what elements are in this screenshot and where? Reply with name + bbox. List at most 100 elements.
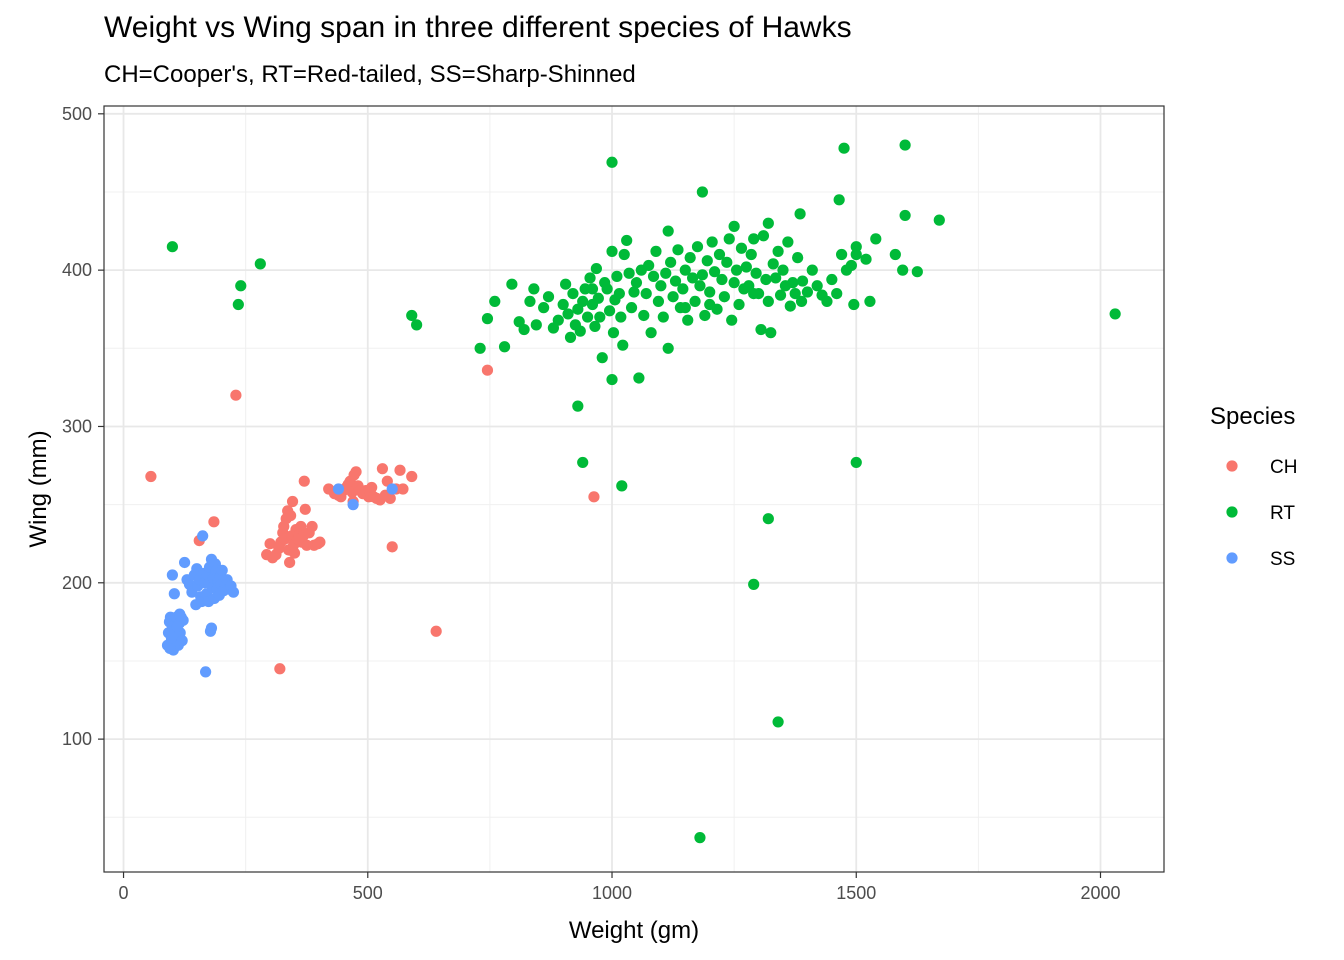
point-rt xyxy=(933,214,945,226)
point-rt xyxy=(630,277,643,289)
x-tick-label: 500 xyxy=(353,883,383,903)
point-ch xyxy=(145,470,157,483)
legend-label-rt: RT xyxy=(1270,503,1295,524)
point-rt xyxy=(760,273,772,286)
point-ch xyxy=(430,625,442,637)
point-rt xyxy=(740,261,752,273)
x-tick-label: 1000 xyxy=(592,883,632,903)
point-ch xyxy=(350,466,362,478)
point-rt xyxy=(481,313,494,325)
point-rt xyxy=(538,302,550,314)
point-rt xyxy=(757,230,770,242)
point-rt xyxy=(845,259,857,272)
point-rt xyxy=(590,262,602,275)
point-ch xyxy=(397,483,409,495)
point-rt xyxy=(696,269,708,281)
y-tick-label: 300 xyxy=(62,416,92,436)
point-rt xyxy=(694,832,706,844)
point-rt xyxy=(694,280,706,292)
legend-key-ch xyxy=(1226,460,1238,472)
point-ss xyxy=(164,642,176,655)
point-rt xyxy=(833,194,845,206)
legend: Species CH RT SS xyxy=(1210,403,1297,570)
point-rt xyxy=(699,309,711,322)
axis-layer: 0 500 1000 1500 2000 100 200 300 400 500 xyxy=(62,104,1121,903)
point-rt xyxy=(838,142,850,154)
point-rt xyxy=(615,311,627,323)
point-ch xyxy=(588,491,600,503)
point-rt xyxy=(606,373,618,386)
point-ss xyxy=(176,635,188,647)
point-ch xyxy=(292,533,305,545)
point-rt xyxy=(831,287,843,300)
point-rt xyxy=(657,311,669,323)
point-rt xyxy=(592,292,604,304)
point-ch xyxy=(274,663,286,675)
point-rt xyxy=(682,314,694,326)
point-rt xyxy=(704,298,716,311)
point-rt xyxy=(792,252,804,264)
point-rt xyxy=(625,302,638,314)
point-rt xyxy=(528,283,540,295)
point-rt xyxy=(489,295,501,308)
point-rt xyxy=(530,319,542,331)
point-rt xyxy=(772,716,784,728)
point-rt xyxy=(560,278,572,290)
point-rt xyxy=(899,209,911,222)
point-ch xyxy=(306,520,318,533)
point-rt xyxy=(811,280,823,292)
point-rt xyxy=(589,320,601,333)
point-rt xyxy=(617,339,629,351)
point-rt xyxy=(826,273,838,286)
point-rt xyxy=(662,342,674,354)
y-tick-label: 100 xyxy=(62,729,92,749)
point-rt xyxy=(562,308,574,320)
point-rt xyxy=(669,275,682,287)
point-ss xyxy=(171,620,183,633)
point-rt xyxy=(611,270,623,282)
point-rt xyxy=(232,298,244,311)
y-tick-label: 400 xyxy=(62,260,92,280)
y-axis-title: Wing (mm) xyxy=(25,430,52,547)
point-ss xyxy=(216,564,228,576)
point-rt xyxy=(795,295,808,308)
point-rt xyxy=(762,217,774,229)
point-ch xyxy=(366,481,378,494)
point-rt xyxy=(850,241,862,253)
point-rt xyxy=(655,280,667,292)
point-ss xyxy=(205,622,218,634)
legend-key-rt xyxy=(1226,506,1238,518)
point-rt xyxy=(607,327,620,339)
point-ch xyxy=(298,475,310,487)
point-ch xyxy=(394,464,406,476)
point-rt xyxy=(718,291,730,303)
point-rt xyxy=(796,275,809,287)
point-rt xyxy=(633,372,645,384)
point-rt xyxy=(750,267,762,279)
point-rt xyxy=(911,266,923,278)
y-tick-label: 200 xyxy=(62,573,92,593)
point-rt xyxy=(801,286,814,298)
point-rt xyxy=(784,300,796,312)
point-rt xyxy=(730,264,743,276)
point-ch xyxy=(406,470,418,483)
chart-subtitle: CH=Cooper's, RT=Red-tailed, SS=Sharp-Shi… xyxy=(104,61,636,88)
point-rt xyxy=(616,480,628,492)
point-ss xyxy=(165,631,178,644)
point-rt xyxy=(691,241,704,253)
x-tick-label: 0 xyxy=(119,883,129,903)
point-rt xyxy=(498,341,511,353)
point-rt xyxy=(645,327,657,339)
point-rt xyxy=(821,295,833,308)
points-layer xyxy=(145,139,1121,844)
point-rt xyxy=(524,295,536,308)
point-ch xyxy=(299,503,311,515)
point-ch xyxy=(384,492,396,504)
point-rt xyxy=(584,272,596,284)
point-rt xyxy=(640,287,652,300)
point-rt xyxy=(667,291,679,303)
point-rt xyxy=(704,286,716,298)
point-rt xyxy=(623,267,635,279)
point-rt xyxy=(716,273,728,286)
